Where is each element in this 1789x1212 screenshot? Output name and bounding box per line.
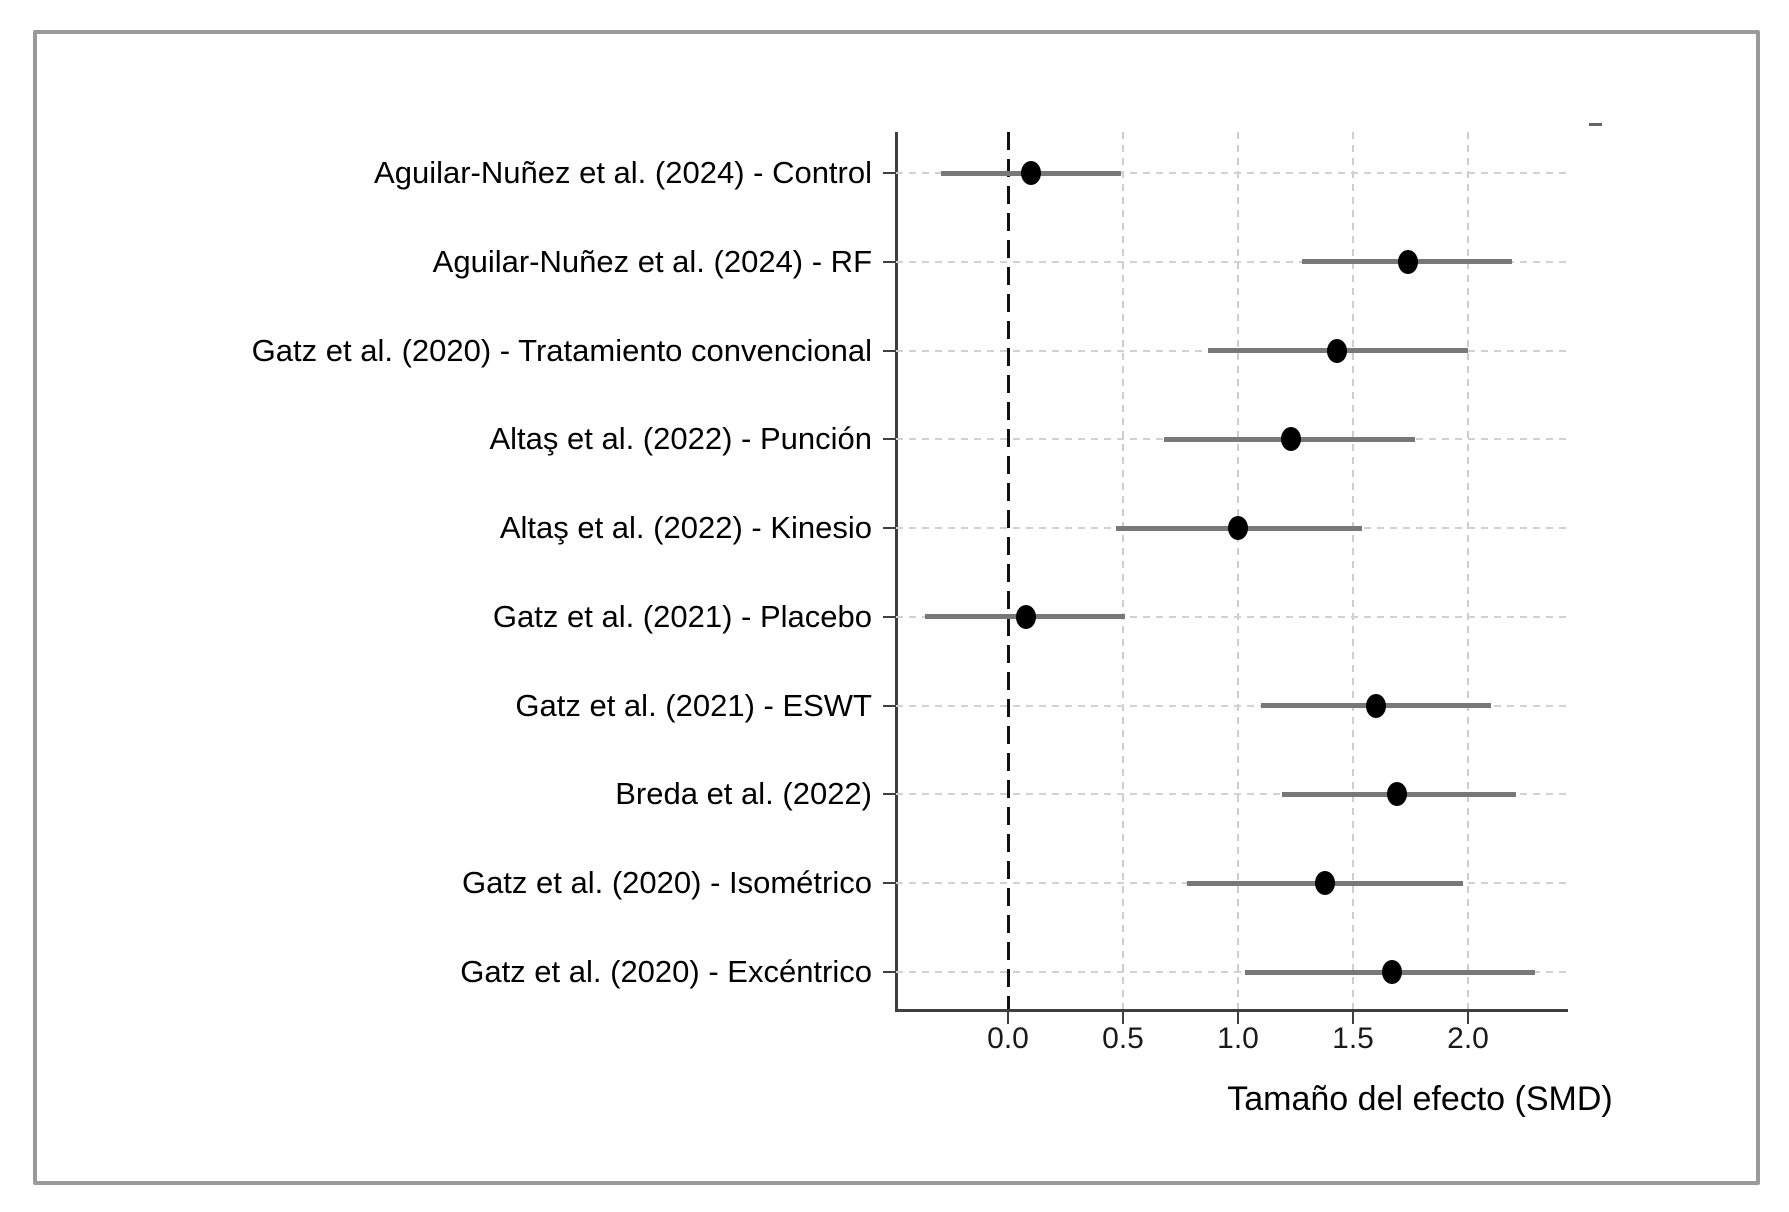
y-tick	[883, 527, 895, 530]
x-axis-line	[896, 1009, 1568, 1012]
y-tick	[883, 793, 895, 796]
x-axis-title: Tamaño del efecto (SMD)	[1227, 1080, 1613, 1118]
y-tick	[883, 615, 895, 618]
effect-dot	[1016, 604, 1037, 629]
vertical-gridline	[1352, 132, 1354, 1009]
vertical-gridline	[1467, 132, 1469, 1009]
vertical-gridline	[1122, 132, 1124, 1009]
x-tick	[1122, 1012, 1124, 1024]
y-tick	[883, 882, 895, 885]
horizontal-gridline	[896, 172, 1566, 174]
study-label: Aguilar-Nuñez et al. (2024) - RF	[432, 243, 872, 279]
effect-dot	[1382, 960, 1403, 985]
study-label: Gatz et al. (2021) - Placebo	[492, 598, 872, 634]
x-tick-label: 0.5	[1102, 1022, 1144, 1055]
effect-dot	[1315, 871, 1336, 896]
horizontal-gridline	[896, 704, 1566, 707]
x-tick-label: 1.5	[1332, 1022, 1374, 1055]
x-tick	[1352, 1012, 1354, 1024]
study-label: Aguilar-Nuñez et al. (2024) - Control	[374, 155, 872, 190]
x-tick-label: 0.0	[987, 1022, 1029, 1055]
effect-dot	[1386, 782, 1407, 807]
y-tick	[883, 349, 895, 352]
effect-dot	[1228, 516, 1248, 541]
study-label: Gatz et al. (2020) - Isométrico	[461, 865, 872, 901]
x-tick	[1007, 1012, 1009, 1024]
study-label: Altaş et al. (2022) - Punción	[489, 421, 872, 457]
effect-dot	[1021, 161, 1041, 185]
study-label: Gatz et al. (2020) - Tratamiento convenc…	[251, 332, 872, 368]
zero-reference-line	[1007, 132, 1010, 1009]
study-label: Gatz et al. (2021) - ESWT	[515, 687, 872, 723]
horizontal-gridline	[896, 260, 1566, 263]
stray-dash-mark	[1589, 123, 1602, 126]
horizontal-gridline	[896, 615, 1566, 618]
y-tick	[883, 172, 895, 174]
study-label: Breda et al. (2022)	[615, 776, 872, 812]
study-label: Altaş et al. (2022) - Kinesio	[499, 510, 872, 546]
study-label: Gatz et al. (2020) - Excéntrico	[460, 954, 872, 990]
y-tick	[883, 260, 895, 263]
effect-dot	[1398, 249, 1419, 274]
x-tick-label: 1.0	[1217, 1022, 1259, 1055]
x-tick	[1237, 1012, 1239, 1024]
effect-dot	[1366, 693, 1386, 718]
x-tick-label: 2.0	[1447, 1022, 1489, 1055]
x-tick	[1467, 1012, 1469, 1024]
vertical-gridline	[1237, 132, 1239, 1009]
horizontal-gridline	[896, 793, 1566, 796]
horizontal-gridline	[896, 971, 1566, 974]
y-tick	[883, 438, 895, 441]
y-tick	[883, 971, 895, 974]
effect-dot	[1326, 338, 1347, 363]
effect-dot	[1280, 427, 1301, 452]
y-tick	[883, 704, 895, 707]
y-axis-line	[895, 132, 898, 1012]
